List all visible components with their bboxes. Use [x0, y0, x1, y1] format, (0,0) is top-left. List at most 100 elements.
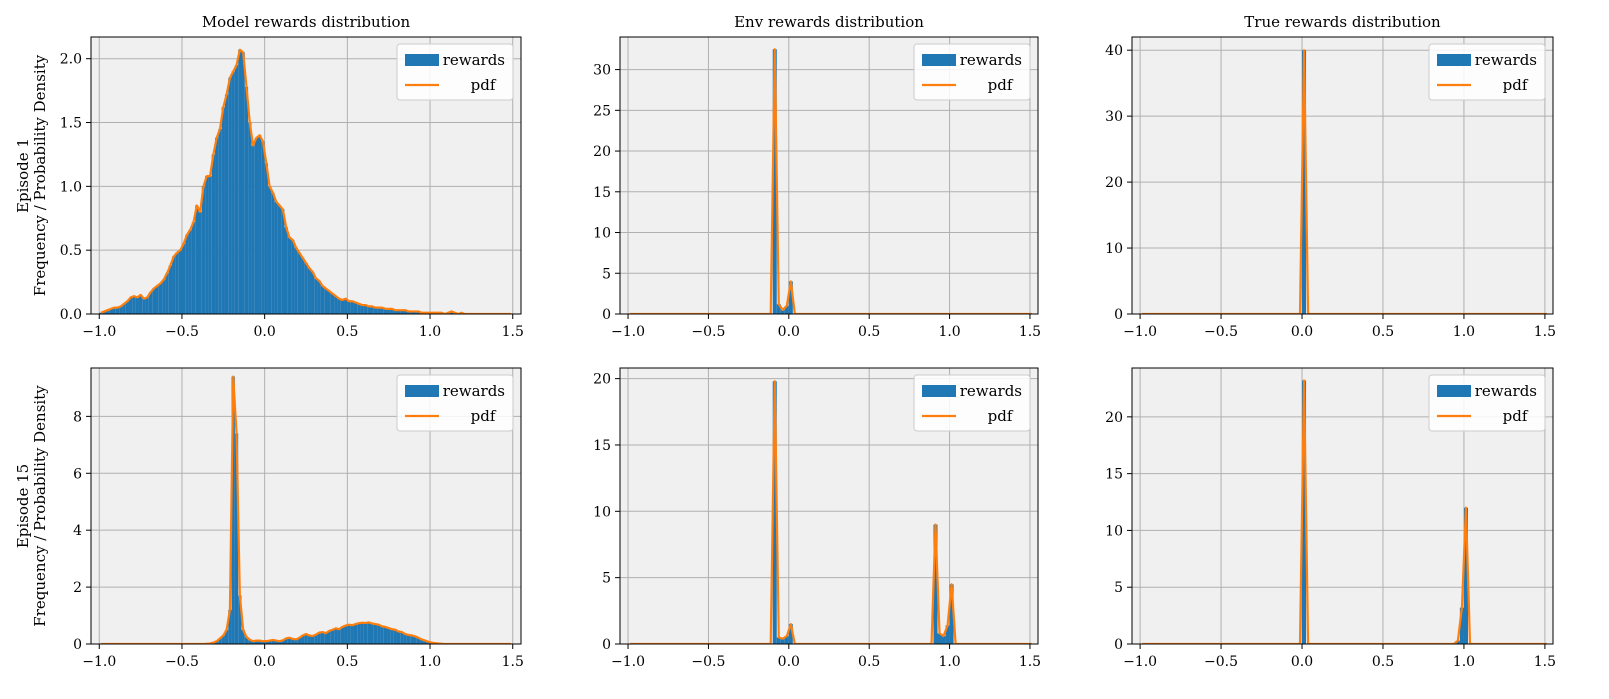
y-tick-label: 2.0	[60, 52, 82, 68]
histogram-bar	[347, 301, 351, 314]
legend: rewards pdf	[1428, 374, 1546, 432]
axes-frame	[619, 36, 1039, 315]
histogram-bar	[234, 433, 239, 644]
histogram-bar	[228, 609, 232, 644]
histogram-bar	[281, 209, 285, 314]
x-tick-label: 0.5	[1372, 654, 1394, 670]
histogram-bar	[148, 292, 153, 314]
histogram-bar	[125, 301, 130, 314]
x-tick-label: 0.0	[1291, 324, 1313, 340]
histogram-bar	[215, 641, 219, 644]
y-tick-label: 1.0	[60, 179, 82, 195]
histogram-bar	[377, 307, 381, 314]
histogram-bar	[413, 311, 417, 314]
histogram-bar	[254, 640, 259, 644]
histogram-bar	[406, 311, 411, 314]
histogram-bar	[274, 201, 278, 314]
panel-r1-c2: −1.0 −0.5 0.0 0.5 1.0 1.5 0 5 10 15 20 25 30 rewards p…	[593, 36, 1041, 340]
x-tick-label: 0.5	[858, 324, 880, 340]
histogram-bar	[115, 307, 120, 314]
histogram-bar	[337, 298, 341, 314]
histogram-bar	[251, 641, 255, 644]
histogram-bar	[284, 227, 288, 314]
x-tick-label: −1.0	[82, 654, 116, 670]
histogram-bar	[277, 641, 282, 644]
y-tick-label: 0	[602, 307, 611, 323]
histogram-bar	[198, 211, 202, 314]
legend-swatch-rewards	[922, 385, 956, 397]
histogram-bar	[178, 250, 182, 314]
histogram-bar	[291, 239, 295, 314]
axes-frame	[90, 367, 522, 645]
pdf-line	[1142, 379, 1547, 644]
plot-marks	[1142, 49, 1547, 314]
histogram-bar	[112, 307, 116, 314]
histogram-bar	[191, 222, 196, 314]
histogram-bar	[350, 625, 354, 644]
histogram-bar	[396, 310, 401, 314]
histogram-bar	[334, 628, 338, 644]
plot-marks	[99, 48, 512, 314]
x-tick-label: 1.5	[1019, 654, 1041, 670]
x-tick-label: 1.0	[1453, 654, 1475, 670]
axes-frame	[1131, 36, 1554, 315]
histogram-bar	[320, 285, 325, 314]
histogram-bar	[287, 237, 292, 314]
histogram-bar	[165, 273, 169, 314]
histogram-bar	[320, 632, 325, 644]
histogram-bar	[933, 524, 938, 644]
histogram-bar	[347, 624, 351, 644]
pdf-line	[1142, 49, 1547, 314]
row-ylabel: Frequency / Probability Density	[31, 385, 49, 627]
x-tick-label: −0.5	[165, 324, 199, 340]
column-title-3: True rewards distribution	[1244, 13, 1441, 31]
histogram-bar	[155, 285, 159, 314]
histogram-bar	[258, 640, 262, 644]
x-tick-label: −0.5	[1204, 324, 1238, 340]
y-tick-label: 10	[593, 504, 611, 520]
histogram-bar	[337, 629, 341, 644]
histogram-bar	[324, 633, 328, 644]
histogram-bar	[301, 635, 305, 644]
histogram-bar	[403, 310, 407, 314]
panel-r1-c3: −1.0 −0.5 0.0 0.5 1.0 1.5 0 10 20 30 40 rewards pdf	[1105, 36, 1556, 340]
histogram-bar	[261, 641, 265, 644]
histogram-bar	[788, 624, 793, 644]
x-tick-label: 1.0	[419, 654, 441, 670]
y-tick-label: 2	[73, 580, 82, 596]
histogram-bar	[254, 137, 259, 314]
x-tick-label: −1.0	[611, 324, 645, 340]
histogram-bar	[400, 310, 404, 314]
histogram-bar	[304, 262, 308, 314]
x-tick-label: −1.0	[82, 324, 116, 340]
histogram-bar	[1302, 50, 1307, 314]
y-tick-label: 10	[1105, 241, 1123, 257]
legend-swatch-rewards	[405, 385, 439, 397]
x-tick-label: 0.0	[254, 324, 276, 340]
histogram-bar	[307, 268, 311, 314]
histogram-bar	[413, 636, 417, 644]
legend: rewards pdf	[1428, 43, 1546, 101]
x-tick-label: 0.0	[254, 654, 276, 670]
x-tick-label: 1.5	[1534, 654, 1556, 670]
histogram-bar	[449, 311, 454, 314]
row-episode-label: Episode 1	[14, 138, 32, 213]
y-tick-label: 0	[73, 637, 82, 653]
histogram-bar	[271, 640, 275, 644]
histogram-bar	[945, 625, 950, 644]
y-tick-label: 0	[602, 637, 611, 653]
histogram-bar	[294, 639, 298, 644]
legend-label-pdf: pdf	[471, 76, 497, 94]
panel-r2-c1: −1.0 −0.5 0.0 0.5 1.0 1.5 0 2 4 6 8 rewards pdf	[73, 367, 524, 670]
column-titles: Model rewards distribution Env rewards di…	[202, 13, 1441, 31]
histogram-bar	[274, 640, 278, 644]
y-tick-label: 5	[602, 266, 611, 282]
histogram-bar	[390, 629, 394, 644]
histogram-bar	[181, 243, 186, 314]
legend-label-rewards: rewards	[1475, 51, 1537, 69]
histogram-bar	[215, 137, 219, 314]
histogram-bar	[380, 626, 384, 644]
histogram-bar	[387, 628, 391, 644]
histogram-bar	[158, 283, 163, 314]
